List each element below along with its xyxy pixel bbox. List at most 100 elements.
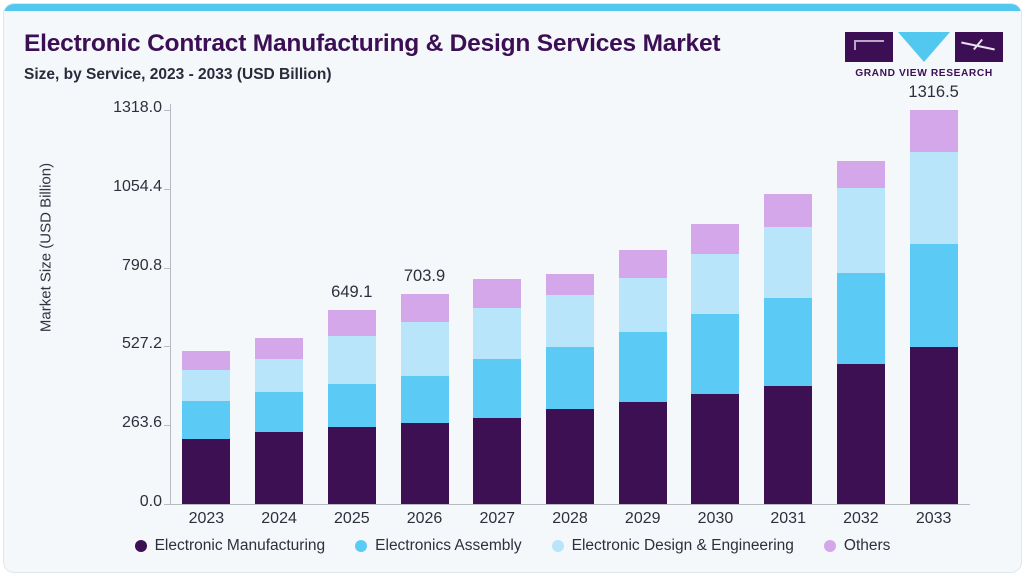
x-tick-label-2024: 2024 xyxy=(261,510,297,527)
bar-segment[interactable] xyxy=(400,423,449,504)
bar-segment[interactable] xyxy=(836,161,885,188)
bar-segment[interactable] xyxy=(182,369,231,402)
bar-segment[interactable] xyxy=(182,438,231,504)
x-axis-line xyxy=(170,504,970,505)
bar-segment[interactable] xyxy=(327,335,376,384)
bar-segment[interactable] xyxy=(327,383,376,428)
bar-segment[interactable] xyxy=(473,278,522,309)
bar-segment[interactable] xyxy=(836,364,885,504)
bar-2024[interactable] xyxy=(255,338,304,504)
bar-segment[interactable] xyxy=(255,358,304,392)
x-tick-label-2033: 2033 xyxy=(915,510,952,527)
chart-legend: Electronic Manufacturing Electronics Asse… xyxy=(4,537,1021,555)
bar-segment[interactable] xyxy=(400,376,449,424)
bar-segment[interactable] xyxy=(255,338,304,359)
legend-item[interactable]: Others xyxy=(823,537,891,555)
bar-segment[interactable] xyxy=(546,346,594,409)
bar-segment[interactable] xyxy=(546,274,594,296)
bar-segment[interactable] xyxy=(618,332,667,403)
page-subtitle: Size, by Service, 2023 - 2033 (USD Billi… xyxy=(24,66,332,83)
legend-item[interactable]: Electronic Manufacturing xyxy=(134,537,326,555)
bar-segment[interactable] xyxy=(836,272,885,365)
legend-swatch-icon xyxy=(355,540,368,552)
y-tick-mark xyxy=(164,504,171,505)
bar-segment[interactable] xyxy=(909,347,958,504)
bar-segment[interactable] xyxy=(327,309,376,336)
bar-segment[interactable] xyxy=(618,250,667,278)
y-tick-mark xyxy=(164,188,171,190)
bar-segment[interactable] xyxy=(473,418,522,504)
legend-label: Electronic Manufacturing xyxy=(154,537,326,554)
bar-segment[interactable] xyxy=(764,297,813,386)
bar-2025[interactable] xyxy=(327,309,376,504)
x-tick-label-2031: 2031 xyxy=(770,510,806,527)
bar-segment[interactable] xyxy=(255,431,304,504)
bar-2026[interactable] xyxy=(400,293,449,504)
y-tick-label: 0.0 xyxy=(139,493,162,510)
bar-2028[interactable] xyxy=(546,274,594,504)
logo-wordmark: GRAND VIEW RESEARCH xyxy=(855,68,993,79)
bar-2030[interactable] xyxy=(691,224,740,504)
bar-segment[interactable] xyxy=(400,322,449,377)
x-tick-label-2029: 2029 xyxy=(624,510,661,527)
legend-item[interactable]: Electronics Assembly xyxy=(355,537,522,555)
bar-segment[interactable] xyxy=(618,402,667,504)
legend-swatch-icon xyxy=(134,540,147,552)
bar-segment[interactable] xyxy=(691,393,740,504)
bar-2029[interactable] xyxy=(618,250,667,504)
bar-segment[interactable] xyxy=(546,408,594,504)
bar-2031[interactable] xyxy=(764,193,813,504)
bar-2023[interactable] xyxy=(182,351,231,504)
bar-segment[interactable] xyxy=(909,110,958,153)
bar-segment[interactable] xyxy=(836,187,885,273)
legend-item[interactable]: Electronic Design & Engineering xyxy=(551,537,794,555)
legend-label: Electronics Assembly xyxy=(375,537,522,554)
y-tick-mark xyxy=(164,425,171,427)
bar-segment[interactable] xyxy=(546,295,594,347)
bar-segment[interactable] xyxy=(691,224,740,254)
bar-segment[interactable] xyxy=(764,193,813,227)
bar-segment[interactable] xyxy=(618,277,667,333)
x-tick-label-2027: 2027 xyxy=(479,510,516,527)
bar-segment[interactable] xyxy=(909,244,958,348)
bar-value-label: 649.1 xyxy=(331,282,373,301)
bar-segment[interactable] xyxy=(691,314,740,394)
chart-header: Electronic Contract Manufacturing & Desi… xyxy=(4,18,1021,88)
y-tick-mark xyxy=(164,267,171,269)
bar-segment[interactable] xyxy=(327,427,376,504)
x-tick-label-2028: 2028 xyxy=(552,510,588,527)
bar-segment[interactable] xyxy=(255,391,304,432)
bar-segment[interactable] xyxy=(764,385,813,504)
y-tick-label: 527.2 xyxy=(121,335,162,353)
y-tick-mark xyxy=(164,346,171,348)
x-tick-label-2032: 2032 xyxy=(843,510,879,527)
bar-segment[interactable] xyxy=(691,253,740,314)
legend-swatch-icon xyxy=(551,540,564,552)
bar-value-label: 1316.5 xyxy=(908,83,959,102)
stacked-bar-chart: Market Size (USD Billion) 0.0 263.6 527.2 7… xyxy=(4,4,1021,572)
bar-2027[interactable] xyxy=(473,278,522,504)
bar-2032[interactable] xyxy=(836,161,885,504)
bar-segment[interactable] xyxy=(182,401,231,439)
x-tick-label-2030: 2030 xyxy=(697,510,734,527)
bar-value-label: 703.9 xyxy=(403,266,446,285)
bar-2033[interactable] xyxy=(909,110,958,504)
page-title: Electronic Contract Manufacturing & Desi… xyxy=(24,30,721,57)
bar-segment[interactable] xyxy=(764,226,813,298)
x-tick-label-2026: 2026 xyxy=(406,510,443,527)
x-tick-label-2023: 2023 xyxy=(188,510,225,527)
y-tick-label: 263.6 xyxy=(121,414,162,432)
grand-view-research-logo: GRAND VIEW RESEARCH xyxy=(845,30,1003,86)
y-tick-label: 1318.0 xyxy=(113,99,162,116)
y-tick-mark xyxy=(164,110,171,111)
bar-segment[interactable] xyxy=(182,351,231,370)
logo-left-block-icon xyxy=(845,32,893,62)
bar-segment[interactable] xyxy=(473,359,522,419)
x-tick-label-2025: 2025 xyxy=(334,510,370,527)
chart-card: Electronic Contract Manufacturing & Desi… xyxy=(4,4,1021,572)
bar-segment[interactable] xyxy=(909,152,958,245)
bar-segment[interactable] xyxy=(473,308,522,359)
legend-label: Others xyxy=(843,537,891,554)
logo-triangle-icon xyxy=(898,32,950,62)
bar-segment[interactable] xyxy=(400,293,449,323)
